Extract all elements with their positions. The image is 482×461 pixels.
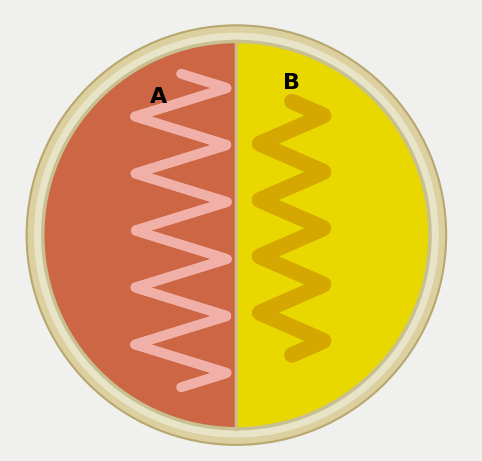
- Wedge shape: [236, 41, 430, 429]
- Wedge shape: [43, 41, 236, 429]
- Text: A: A: [149, 87, 167, 107]
- Text: B: B: [283, 73, 300, 93]
- Circle shape: [35, 34, 438, 437]
- Circle shape: [27, 25, 446, 445]
